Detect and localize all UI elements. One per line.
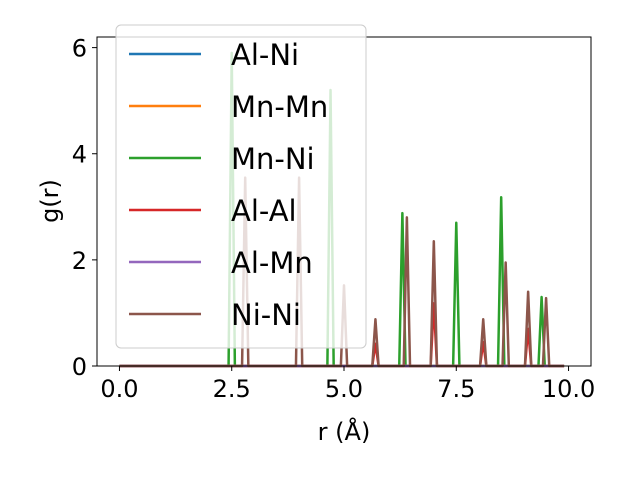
y-axis: 0 2 4 6 xyxy=(72,35,97,381)
legend-label-al-ni: Al-Ni xyxy=(231,38,299,72)
legend-label-al-mn: Al-Mn xyxy=(231,246,313,280)
y-tick-label: 0 xyxy=(72,353,87,381)
x-axis-label: r (Å) xyxy=(318,417,371,446)
legend-label-ni-ni: Ni-Ni xyxy=(231,298,301,332)
y-tick-label: 4 xyxy=(72,141,87,169)
x-tick-label: 10.0 xyxy=(542,375,595,403)
y-axis-label: g(r) xyxy=(36,179,64,223)
legend-label-al-al: Al-Al xyxy=(231,194,297,228)
x-tick-label: 0.0 xyxy=(100,375,138,403)
y-tick-label: 2 xyxy=(72,247,87,275)
legend-label-mn-ni: Mn-Ni xyxy=(231,142,315,176)
legend: Al-Ni Mn-Mn Mn-Ni Al-Al Al-Mn Ni-Ni xyxy=(115,24,367,349)
x-tick-label: 5.0 xyxy=(325,375,363,403)
x-tick-label: 7.5 xyxy=(437,375,475,403)
legend-label-mn-mn: Mn-Mn xyxy=(231,90,328,124)
x-axis: 0.0 2.5 5.0 7.5 10.0 xyxy=(100,366,595,403)
x-tick-label: 2.5 xyxy=(213,375,251,403)
y-tick-label: 6 xyxy=(72,35,87,63)
